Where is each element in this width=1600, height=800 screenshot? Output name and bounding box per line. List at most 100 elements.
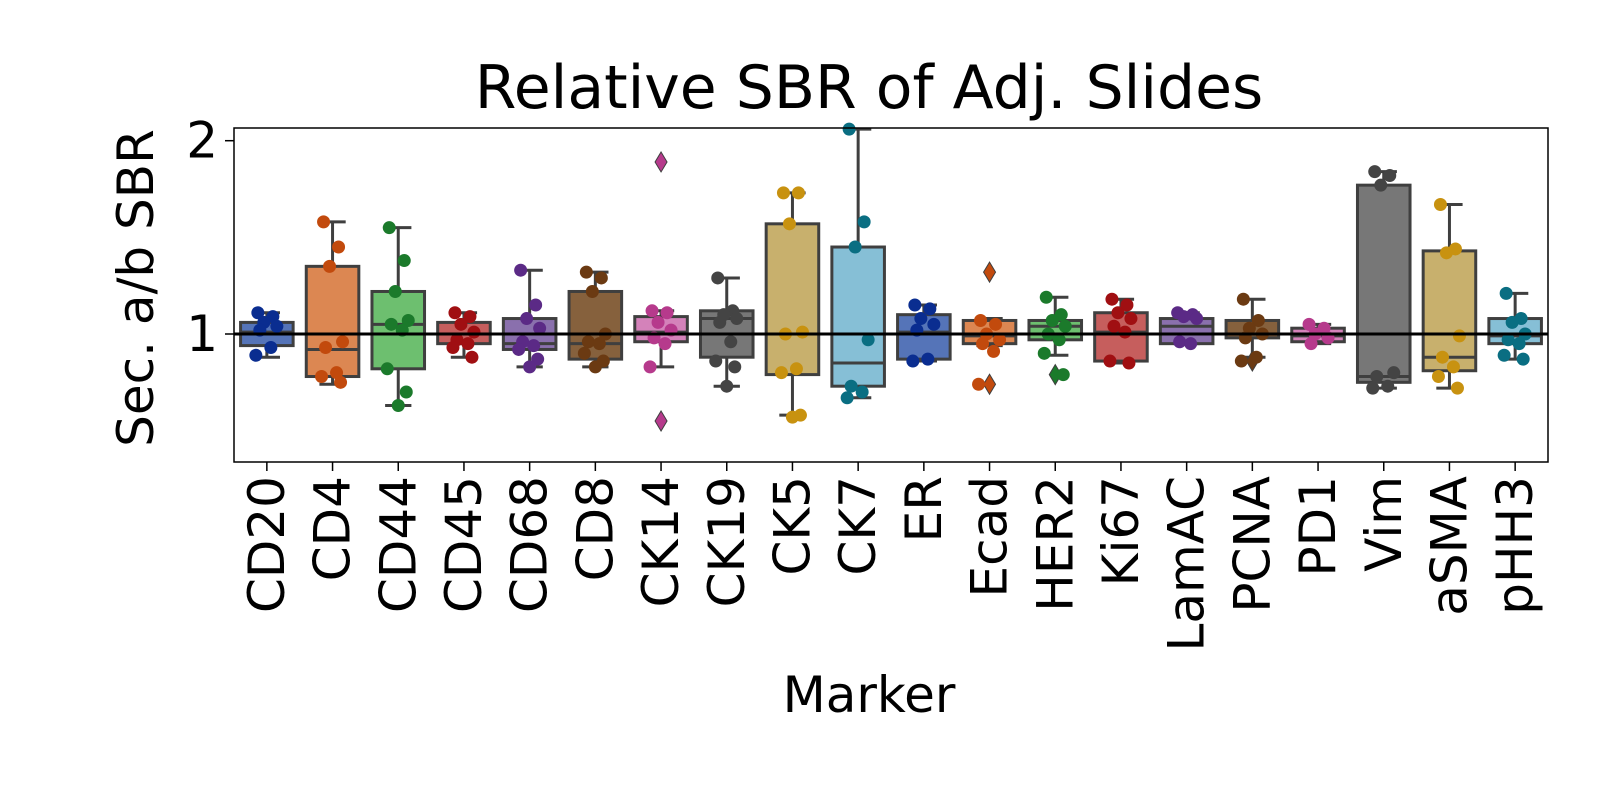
data-point bbox=[1383, 168, 1397, 182]
data-point bbox=[270, 319, 284, 333]
plot-frame bbox=[233, 127, 1549, 463]
data-point bbox=[527, 339, 541, 353]
data-point bbox=[730, 312, 744, 326]
data-point bbox=[1366, 381, 1380, 395]
data-point bbox=[463, 310, 477, 324]
outlier-point bbox=[982, 261, 997, 284]
data-point bbox=[713, 315, 727, 329]
data-point bbox=[399, 385, 413, 399]
x-tick-label: ER bbox=[895, 476, 953, 542]
data-point bbox=[1177, 310, 1191, 324]
x-tick-label: CD68 bbox=[501, 476, 559, 613]
data-point bbox=[840, 391, 854, 405]
box bbox=[830, 245, 886, 388]
data-point bbox=[592, 337, 606, 351]
data-point bbox=[785, 410, 799, 424]
data-point bbox=[861, 333, 875, 347]
data-point bbox=[989, 317, 1003, 331]
data-point bbox=[782, 217, 796, 231]
data-point bbox=[651, 315, 665, 329]
data-point bbox=[579, 265, 593, 279]
data-point bbox=[249, 348, 263, 362]
x-tick-label: CD44 bbox=[369, 476, 427, 613]
data-point bbox=[921, 352, 935, 366]
data-point bbox=[993, 333, 1007, 347]
data-point bbox=[1501, 333, 1515, 347]
data-point bbox=[1122, 356, 1136, 370]
data-point bbox=[1058, 319, 1072, 333]
data-point bbox=[334, 375, 348, 389]
x-tick-label: CD45 bbox=[435, 476, 493, 613]
data-point bbox=[467, 325, 481, 339]
data-point bbox=[1387, 366, 1401, 380]
data-point bbox=[1435, 350, 1449, 364]
data-point bbox=[317, 215, 331, 229]
data-point bbox=[1304, 337, 1318, 351]
plot-area: 1 2 CD20 CD4 CD44 CD45 CD68 CD8 CK14 CK19 CK5 CK7 ER… bbox=[186, 112, 1549, 651]
data-point bbox=[1190, 312, 1204, 326]
data-point bbox=[776, 186, 790, 200]
x-tick-label: Vim bbox=[1355, 476, 1413, 572]
x-tick-label: Ecad bbox=[961, 476, 1019, 597]
data-point bbox=[446, 341, 460, 355]
data-point bbox=[1370, 370, 1384, 384]
data-point bbox=[1452, 329, 1466, 343]
data-point bbox=[923, 302, 937, 316]
data-point bbox=[660, 306, 674, 320]
data-point bbox=[1056, 368, 1070, 382]
data-point bbox=[1184, 337, 1198, 351]
x-tick-label: pHH3 bbox=[1486, 476, 1544, 615]
data-point bbox=[1450, 381, 1464, 395]
data-point bbox=[1249, 350, 1263, 364]
data-point bbox=[711, 271, 725, 285]
data-point bbox=[577, 346, 591, 360]
data-point bbox=[1124, 312, 1138, 326]
data-point bbox=[1236, 292, 1250, 306]
data-point bbox=[914, 312, 928, 326]
data-point bbox=[1120, 298, 1134, 312]
data-point bbox=[795, 325, 809, 339]
data-point bbox=[857, 215, 871, 229]
data-point bbox=[1499, 286, 1513, 300]
data-point bbox=[855, 385, 869, 399]
data-point bbox=[1105, 292, 1119, 306]
data-point bbox=[380, 362, 394, 376]
data-point bbox=[791, 186, 805, 200]
data-point bbox=[1439, 246, 1453, 260]
x-tick-label: PD1 bbox=[1289, 476, 1347, 576]
outlier-point bbox=[654, 410, 668, 432]
data-point bbox=[1107, 319, 1121, 333]
data-point bbox=[643, 360, 657, 374]
data-point bbox=[531, 352, 545, 366]
data-point bbox=[384, 317, 398, 331]
y-axis-label: Sec. a/b SBR bbox=[107, 129, 165, 447]
data-point bbox=[1234, 354, 1248, 368]
data-point bbox=[1173, 335, 1187, 349]
data-point bbox=[1374, 178, 1388, 192]
x-tick-label: CK14 bbox=[632, 476, 690, 607]
data-point bbox=[465, 350, 479, 364]
x-tick-label: CK19 bbox=[698, 476, 756, 607]
data-point bbox=[514, 263, 528, 277]
data-point bbox=[728, 360, 742, 374]
data-point bbox=[594, 271, 608, 285]
data-point bbox=[461, 337, 475, 351]
data-point bbox=[1111, 306, 1125, 320]
data-point bbox=[908, 298, 922, 312]
data-point bbox=[523, 360, 537, 374]
data-point bbox=[724, 335, 738, 349]
data-point bbox=[397, 254, 411, 268]
data-point bbox=[972, 377, 986, 391]
outlier-point bbox=[654, 150, 668, 173]
data-point bbox=[529, 298, 543, 312]
data-point bbox=[645, 304, 659, 318]
data-point bbox=[658, 337, 672, 351]
data-point bbox=[1431, 370, 1445, 384]
data-point bbox=[709, 354, 723, 368]
data-point bbox=[1118, 325, 1132, 339]
x-tick-label: aSMA bbox=[1420, 476, 1478, 616]
data-point bbox=[1302, 317, 1316, 331]
y-tick-label: 1 bbox=[186, 305, 218, 363]
data-point bbox=[315, 370, 329, 384]
